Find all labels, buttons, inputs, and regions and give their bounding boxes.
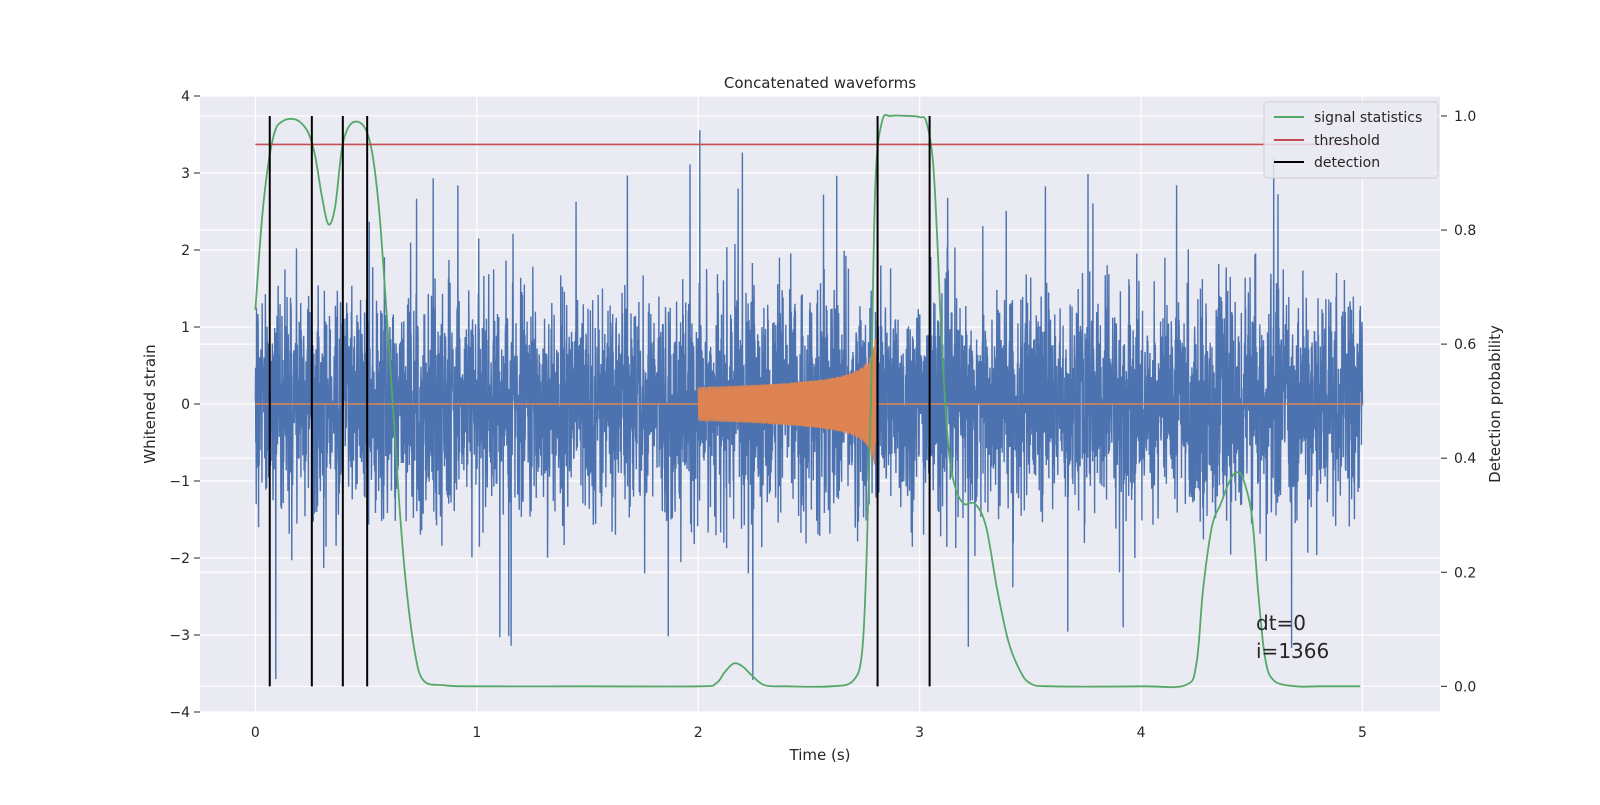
legend-label-signal-statistics: signal statistics xyxy=(1314,110,1422,126)
x-tick-label: 2 xyxy=(694,725,703,741)
y-tick-label: 3 xyxy=(181,166,190,182)
y2-tick-label: 0.6 xyxy=(1454,337,1476,353)
y2-tick-label: 0.2 xyxy=(1454,565,1476,581)
y-tick-label: 0 xyxy=(181,397,190,413)
legend-box xyxy=(1263,101,1439,179)
y-tick-label: 1 xyxy=(181,320,190,336)
x-tick-label: 5 xyxy=(1358,725,1367,741)
y-tick-label: 2 xyxy=(181,243,190,259)
injection-series xyxy=(255,338,1363,465)
y2-tick-label: 0.4 xyxy=(1454,451,1476,467)
legend-label-threshold: threshold xyxy=(1314,133,1380,149)
x-tick-label: 0 xyxy=(251,725,260,741)
y-tick-label: −4 xyxy=(169,705,190,721)
x-tick-label: 4 xyxy=(1137,725,1146,741)
y2-tick-label: 0.8 xyxy=(1454,223,1476,239)
y-tick-label: −1 xyxy=(169,474,190,490)
x-tick-label: 1 xyxy=(472,725,481,741)
y-tick-label: 4 xyxy=(181,89,190,105)
annotation-i: i=1366 xyxy=(1256,639,1329,663)
x-tick-label: 3 xyxy=(915,725,924,741)
x-axis-label: Time (s) xyxy=(789,746,851,764)
y2-axis-label: Detection probability xyxy=(1486,325,1504,483)
y2-tick-label: 0.0 xyxy=(1454,679,1476,695)
injection-line xyxy=(697,338,877,465)
noise-series xyxy=(254,130,1364,680)
annotation-dt: dt=0 xyxy=(1256,611,1306,635)
y-tick-label: −2 xyxy=(169,551,190,567)
chart-title: Concatenated waveforms xyxy=(724,74,916,92)
noise-line xyxy=(254,130,1364,680)
axis-ticks: −4 −3 −2 −1 0 1 2 3 4 0.0 0.2 0.4 0.6 0.8 1.0 0 1 2 3 4 5 xyxy=(169,89,1476,741)
signal-statistics-line xyxy=(254,114,1361,689)
legend-label-detection: detection xyxy=(1314,155,1380,171)
y-axis-label: Whitened strain xyxy=(141,344,159,463)
detection-series xyxy=(268,115,931,687)
signal-statistics-series xyxy=(254,114,1361,689)
y2-tick-label: 1.0 xyxy=(1454,109,1476,125)
y-tick-label: −3 xyxy=(169,628,190,644)
legend: signal statistics threshold detection xyxy=(1263,101,1439,179)
